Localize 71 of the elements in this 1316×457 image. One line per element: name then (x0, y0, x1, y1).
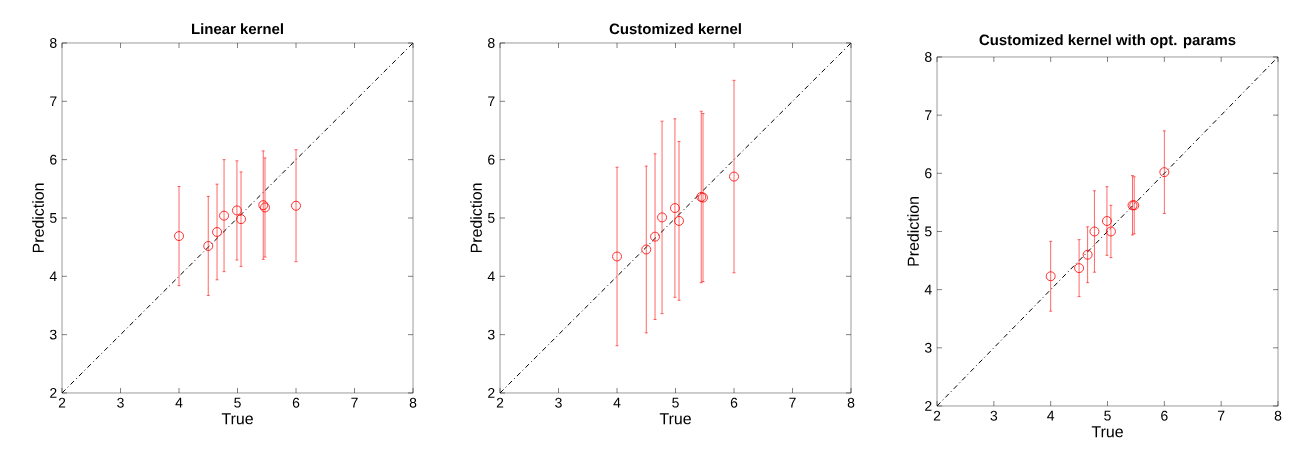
point (1159, 167, 1170, 178)
y-tick-label: 7 (50, 96, 57, 107)
x-tick-label: 2 (496, 397, 504, 408)
point (674, 216, 684, 226)
x-tick-label: 4 (1047, 410, 1055, 421)
x-tick-label: 5 (1104, 410, 1111, 421)
y-tick-label: 5 (487, 213, 495, 223)
x-tick-label: 8 (1274, 410, 1282, 421)
y-tick-label: 3 (49, 329, 57, 340)
x-tick-label: 4 (175, 397, 183, 408)
chart-title: Customized kernel (609, 23, 741, 35)
y-tick-label: 5 (924, 226, 932, 237)
point (236, 214, 246, 225)
y-tick-label: 6 (488, 154, 495, 165)
x-tick-label: 5 (234, 397, 241, 408)
point (174, 231, 184, 241)
x-tick-label: 2 (933, 410, 941, 421)
y-tick-label: 4 (487, 271, 495, 282)
x-tick-label: 8 (409, 397, 417, 408)
point (1082, 249, 1093, 260)
y-tick-label: 8 (488, 38, 495, 48)
point (203, 241, 214, 251)
chart-title: Customized kernel with opt. params (979, 34, 1236, 49)
point (219, 210, 229, 221)
x-tick-label: 3 (555, 397, 562, 408)
point (650, 231, 660, 242)
chart-title: Linear kernel (192, 23, 283, 35)
x-tick-label: 7 (789, 397, 796, 408)
point (657, 212, 667, 223)
x-tick-label: 4 (613, 397, 621, 408)
y-tick-label: 8 (50, 38, 57, 48)
y-axis-title: Prediction (470, 183, 482, 253)
y-tick-label: 5 (49, 213, 57, 223)
y-tick-label: 8 (925, 52, 932, 62)
x-tick-label: 8 (847, 397, 855, 408)
point (232, 205, 242, 216)
point (1089, 226, 1100, 237)
x-tick-label: 7 (351, 397, 358, 408)
point (612, 251, 622, 262)
point (729, 171, 739, 182)
x-axis-title: True (659, 413, 691, 425)
point (212, 227, 222, 237)
y-axis-title: Prediction (32, 183, 44, 253)
x-tick-label: 3 (117, 397, 124, 408)
x-tick-label: 2 (58, 397, 66, 408)
x-tick-label: 7 (1218, 410, 1225, 421)
point (291, 200, 301, 211)
point (1102, 216, 1112, 226)
x-axis-title: True (221, 413, 253, 425)
x-tick-label: 3 (990, 410, 998, 421)
point (641, 244, 652, 255)
y-tick-label: 4 (924, 284, 932, 295)
y-tick-label: 7 (925, 110, 932, 120)
y-tick-label: 3 (924, 342, 932, 353)
point (1045, 271, 1056, 282)
y-tick-label: 7 (488, 96, 495, 107)
y-tick-label: 6 (50, 154, 57, 165)
y-tick-label: 2 (50, 388, 57, 398)
point (670, 203, 680, 213)
x-tick-label: 6 (730, 397, 738, 408)
y-tick-label: 2 (488, 388, 495, 398)
x-axis-title: True (1091, 426, 1123, 438)
point (1106, 226, 1116, 237)
y-tick-label: 4 (49, 271, 57, 282)
x-tick-label: 6 (292, 397, 300, 408)
y-tick-label: 6 (925, 168, 932, 179)
x-tick-label: 6 (1161, 410, 1168, 421)
y-tick-label: 3 (487, 329, 495, 340)
point (1074, 263, 1084, 274)
x-tick-label: 5 (672, 397, 679, 408)
y-axis-title: Prediction (907, 197, 919, 266)
